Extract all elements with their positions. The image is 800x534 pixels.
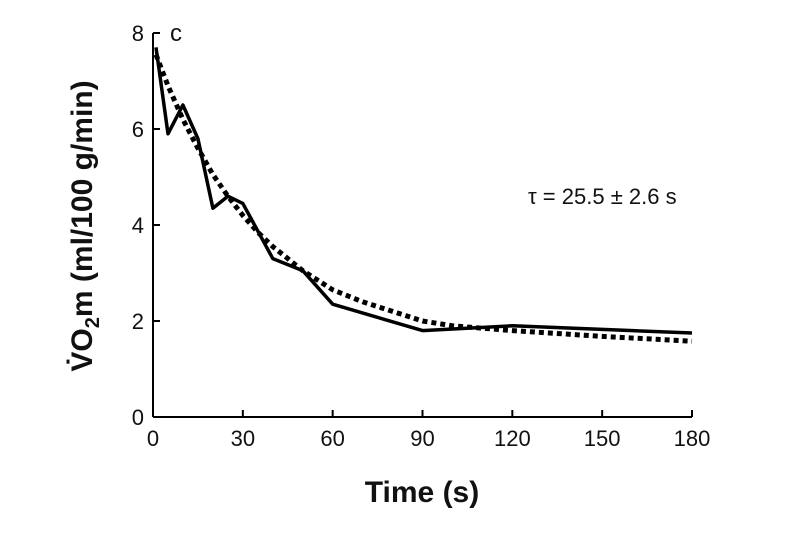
x-tick-label: 30 (231, 426, 255, 451)
x-tick-label: 0 (147, 426, 159, 451)
x-tick-label: 150 (584, 426, 621, 451)
x-tick-label: 60 (320, 426, 344, 451)
y-axis-title-subscript: 2 (82, 317, 104, 328)
x-tick-label: 90 (410, 426, 434, 451)
y-tick-label: 0 (132, 405, 144, 430)
x-tick-label: 180 (674, 426, 711, 451)
series-line-measured (154, 47, 693, 335)
y-axis-title: V̇O2m (ml/100 g/min) (66, 80, 104, 371)
y-axis-title-main: V̇O (66, 328, 99, 371)
y-axis-title-units: m (ml/100 g/min) (66, 80, 99, 317)
series-line-fit (153, 53, 693, 344)
panel-label: c (170, 20, 182, 47)
x-axis-title: Time (s) (365, 476, 479, 509)
y-tick-label: 8 (132, 21, 144, 46)
y-tick-label: 2 (132, 309, 144, 334)
series-layer (153, 47, 693, 344)
y-tick-label: 4 (132, 213, 144, 238)
x-tick-label: 120 (494, 426, 531, 451)
axes: 0 2 4 6 8 0 30 60 90 120 150 180 (132, 21, 711, 451)
tau-annotation: τ = 25.5 ± 2.6 s (528, 184, 677, 209)
y-tick-label: 6 (132, 117, 144, 142)
